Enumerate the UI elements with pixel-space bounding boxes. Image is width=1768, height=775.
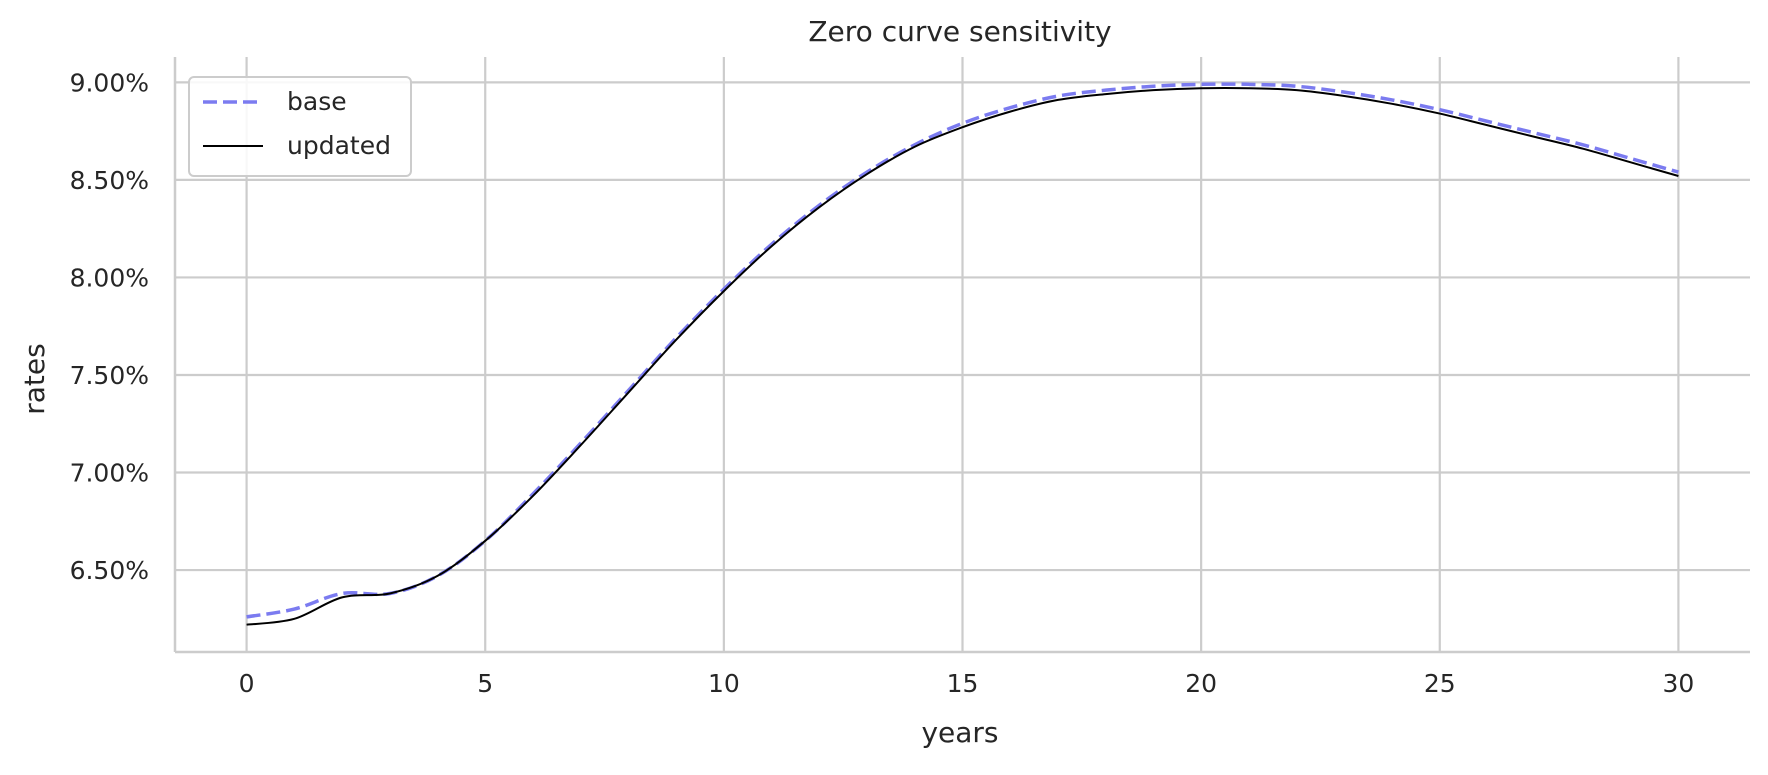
- legend-label-base: base: [287, 87, 347, 116]
- x-tick-label: 25: [1424, 669, 1456, 698]
- y-tick-label: 9.00%: [70, 68, 149, 97]
- x-tick-label: 30: [1663, 669, 1695, 698]
- x-tick-label: 15: [947, 669, 979, 698]
- y-tick-label: 8.00%: [70, 263, 149, 292]
- x-tick-label: 0: [239, 669, 255, 698]
- x-axis-title: years: [921, 716, 998, 749]
- y-tick-label: 7.50%: [70, 361, 149, 390]
- grid: [175, 57, 1750, 652]
- x-tick-label: 10: [708, 669, 740, 698]
- chart-title: Zero curve sensitivity: [808, 15, 1111, 48]
- axes-spines: [173, 57, 1750, 654]
- y-axis-title: rates: [18, 343, 51, 414]
- legend: base updated: [188, 76, 412, 177]
- y-tick-label: 8.50%: [70, 166, 149, 195]
- series-line-updated: [246, 86, 1679, 626]
- series-line-base: [246, 82, 1679, 619]
- y-tick-label: 6.50%: [70, 556, 149, 585]
- x-tick-label: 20: [1185, 669, 1217, 698]
- series-lines: [246, 82, 1679, 626]
- legend-label-updated: updated: [287, 131, 391, 160]
- x-tick-label: 5: [477, 669, 493, 698]
- y-tick-label: 7.00%: [70, 459, 149, 488]
- tick-labels: 0 5 10 15 20 25 30 6.50% 7.00% 7.50% 8.00% 8.50% 9.0…: [70, 68, 1695, 698]
